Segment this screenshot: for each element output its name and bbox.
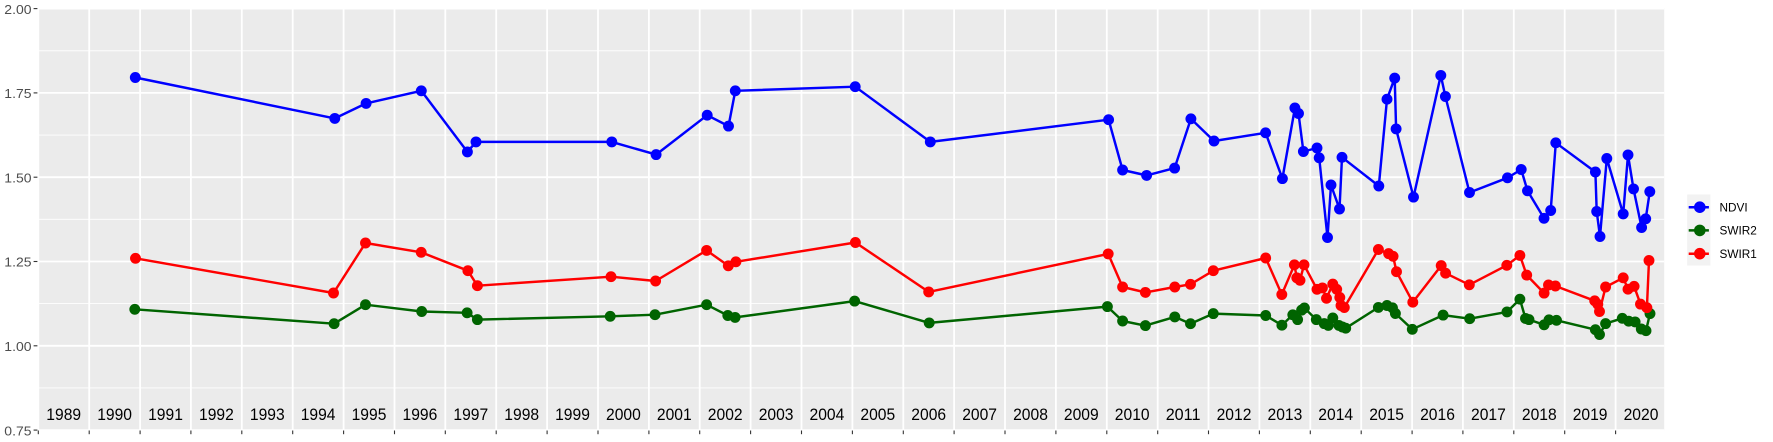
svg-text:1989: 1989: [46, 405, 81, 424]
svg-text:2003: 2003: [759, 405, 794, 424]
svg-text:2007: 2007: [962, 405, 997, 424]
svg-text:SWIR1: SWIR1: [1720, 247, 1757, 261]
svg-text:1995: 1995: [352, 405, 387, 424]
svg-text:1994: 1994: [301, 405, 336, 424]
svg-text:NDVI: NDVI: [1720, 200, 1748, 214]
svg-text:1997: 1997: [453, 405, 488, 424]
svg-text:2005: 2005: [860, 405, 895, 424]
svg-text:2014: 2014: [1318, 405, 1353, 424]
svg-text:1.50: 1.50: [4, 171, 31, 185]
svg-text:2001: 2001: [657, 405, 692, 424]
svg-text:1.75: 1.75: [4, 87, 31, 101]
svg-text:1.25: 1.25: [4, 256, 31, 270]
svg-text:2004: 2004: [810, 405, 845, 424]
svg-text:2013: 2013: [1268, 405, 1303, 424]
svg-text:2.00: 2.00: [4, 3, 31, 17]
svg-text:2000: 2000: [606, 405, 641, 424]
svg-text:1998: 1998: [504, 405, 539, 424]
svg-text:SWIR2: SWIR2: [1720, 224, 1757, 238]
svg-text:2006: 2006: [911, 405, 946, 424]
svg-text:2016: 2016: [1420, 405, 1455, 424]
svg-text:2019: 2019: [1573, 405, 1608, 424]
svg-text:1990: 1990: [97, 405, 132, 424]
svg-text:2012: 2012: [1217, 405, 1252, 424]
svg-text:2017: 2017: [1471, 405, 1506, 424]
svg-text:2020: 2020: [1624, 405, 1659, 424]
svg-text:1991: 1991: [148, 405, 183, 424]
svg-text:2015: 2015: [1369, 405, 1404, 424]
svg-text:2011: 2011: [1166, 405, 1201, 424]
svg-text:2008: 2008: [1013, 405, 1048, 424]
svg-text:1.00: 1.00: [4, 340, 31, 354]
svg-text:2018: 2018: [1522, 405, 1557, 424]
svg-text:2009: 2009: [1064, 405, 1099, 424]
svg-text:2002: 2002: [708, 405, 743, 424]
svg-text:0.75: 0.75: [4, 424, 31, 438]
svg-text:1992: 1992: [199, 405, 234, 424]
svg-text:1999: 1999: [555, 405, 590, 424]
svg-text:1993: 1993: [250, 405, 285, 424]
svg-text:2010: 2010: [1115, 405, 1150, 424]
svg-text:1996: 1996: [403, 405, 438, 424]
